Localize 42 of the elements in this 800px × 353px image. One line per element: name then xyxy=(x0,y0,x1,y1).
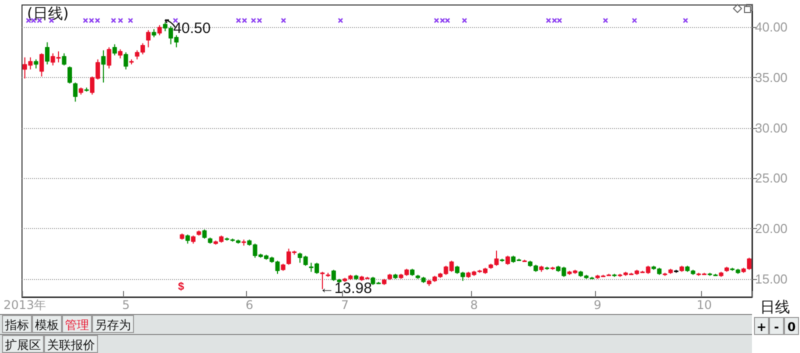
candlestick xyxy=(73,82,78,102)
candlestick xyxy=(157,24,162,36)
x-tick-label: 7 xyxy=(341,298,349,312)
y-tick-label: 35.00 xyxy=(755,70,788,85)
text: 日线 xyxy=(760,298,790,317)
annotation: 40.50 xyxy=(173,20,211,38)
candlestick xyxy=(506,255,510,266)
candlestick xyxy=(118,48,122,59)
x-tick-label: 10 xyxy=(696,298,712,312)
candlestick xyxy=(68,66,72,84)
y-tick-label: 20.00 xyxy=(755,221,788,236)
candlestick xyxy=(124,52,128,70)
text: 关联报价 xyxy=(44,335,98,353)
annotation: $ xyxy=(178,281,184,293)
text: 指标 xyxy=(2,315,32,333)
annotation: ←13.98 xyxy=(319,280,372,298)
y-tick-label: 40.00 xyxy=(755,20,788,35)
candlestick xyxy=(112,44,117,56)
text: 另存为 xyxy=(92,315,134,333)
text: 扩展区 xyxy=(2,335,44,353)
candlestick xyxy=(185,234,190,244)
text: 管理 xyxy=(62,315,92,333)
text: 模板 xyxy=(32,315,62,333)
candlestick xyxy=(39,52,44,77)
x-tick-label: 2013年 xyxy=(4,298,46,312)
candlestick xyxy=(202,229,207,240)
y-tick-label: 25.00 xyxy=(755,170,788,186)
text: + xyxy=(754,317,769,335)
text: 0 xyxy=(784,317,799,335)
candlestick xyxy=(101,50,106,84)
x-tick-label: 6 xyxy=(246,298,254,312)
y-tick-label: 30.00 xyxy=(755,120,788,136)
candlestick xyxy=(62,52,66,66)
candlestick xyxy=(106,46,112,69)
x-tick-label: 8 xyxy=(470,298,478,312)
x-tick-label: 5 xyxy=(122,298,130,312)
candlestick xyxy=(45,42,50,65)
text: - xyxy=(769,317,784,335)
candlestick xyxy=(146,30,151,48)
x-tick-label: 9 xyxy=(594,298,602,312)
y-tick-label: 15.00 xyxy=(755,271,788,286)
candlestick xyxy=(34,58,38,69)
